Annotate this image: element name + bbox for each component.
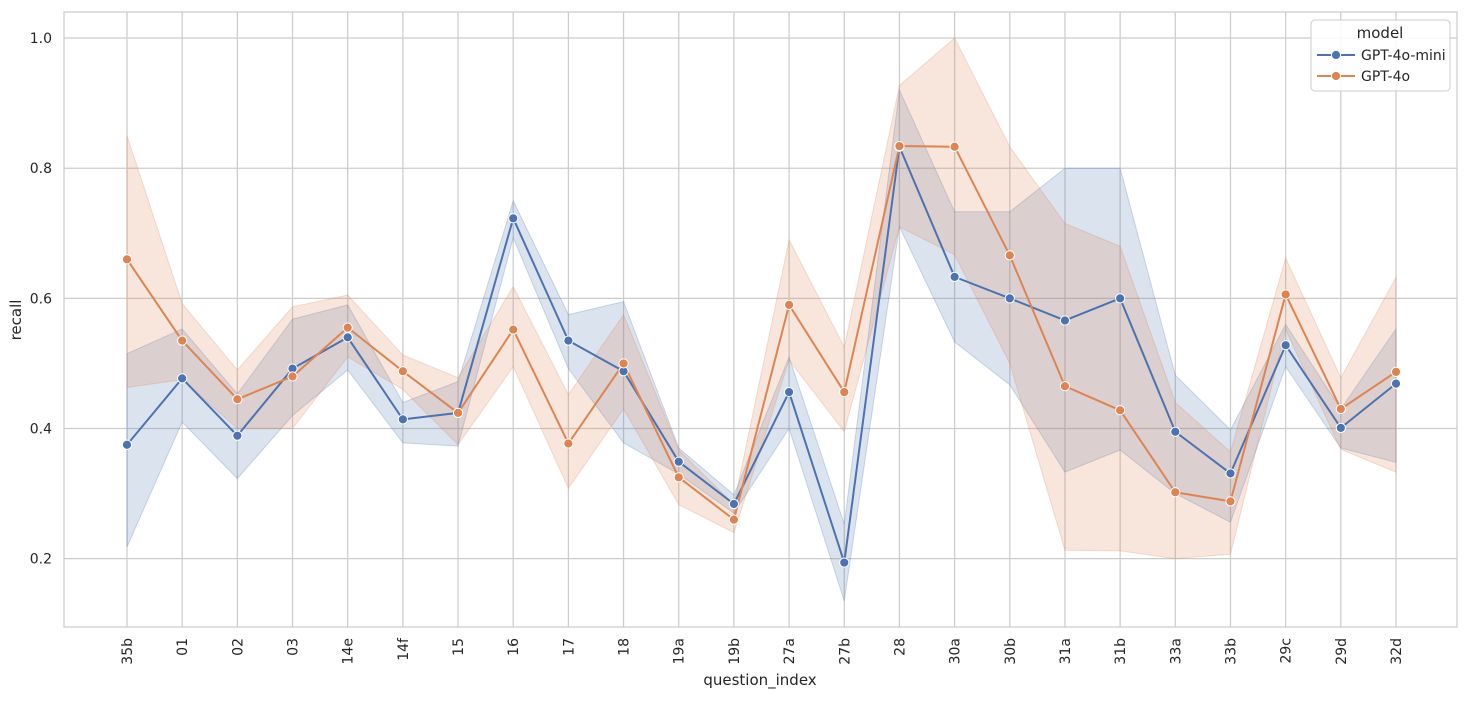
x-tick-label: 15 [451,638,467,656]
legend-items: GPT-4o-mini GPT-4o [1317,48,1446,85]
x-tick-label: 30b [1003,638,1019,665]
x-tick-label: 02 [230,638,246,656]
y-tick-labels: 0.2 0.4 0.6 0.8 1.0 [30,31,52,568]
data-point [177,335,188,346]
series-line [126,145,1397,521]
data-point [1170,487,1181,498]
data-point [949,141,960,152]
confidence-bands [126,37,1397,602]
data-point [1335,403,1346,415]
x-tick-label: 01 [175,638,191,656]
x-tick-label: 29d [1334,638,1350,665]
legend-marker [1330,70,1342,82]
data-point [1004,250,1015,261]
data-point [1004,293,1015,304]
y-tick-label: 0.2 [30,552,52,568]
data-point [1225,468,1236,479]
data-point [894,140,905,152]
data-point [121,254,133,265]
x-tick-label: 32d [1389,638,1405,665]
x-tick-label: 27b [837,638,853,665]
data-point [342,332,353,343]
data-point [508,213,519,224]
data-point [232,394,243,405]
data-point [287,371,298,382]
y-axis-label: recall [7,300,25,341]
x-tick-label: 31b [1113,638,1129,665]
data-point [949,271,960,282]
x-axis-label: question_index [703,671,816,690]
data-point [783,386,795,398]
legend-label: GPT-4o-mini [1361,48,1446,64]
confidence-band [126,37,1397,560]
series-lines [126,145,1397,564]
x-tick-label: 33a [1168,638,1184,664]
data-point [1390,378,1402,389]
data-point [563,335,574,346]
x-tick-label: 29c [1279,638,1295,664]
data-point [1059,315,1071,326]
data-point [839,557,850,568]
x-tick-label: 16 [506,638,522,656]
x-tick-label: 14e [341,638,357,664]
legend-marker [1330,49,1342,61]
y-tick-label: 0.4 [30,422,52,438]
x-tick-label: 27a [782,638,798,664]
data-point [177,373,188,384]
data-point [783,299,795,310]
legend-label: GPT-4o [1361,69,1410,85]
legend-box [1310,19,1451,92]
x-tick-label: 35b [120,638,136,665]
data-point [1280,340,1291,351]
x-tick-label: 03 [286,638,302,656]
data-point [728,514,740,525]
data-point [342,322,353,333]
data-point [1115,405,1126,416]
series-points [121,140,1402,568]
data-point [673,456,684,467]
grid [64,12,1457,627]
data-point [1335,422,1346,433]
data-point [452,407,464,418]
data-point [1115,293,1126,304]
x-tick-label: 19a [672,638,688,664]
x-tick-label: 28 [892,638,908,656]
data-point [397,414,408,425]
y-tick-label: 0.8 [30,161,52,177]
legend-title: model [1357,24,1404,42]
x-tick-label: 18 [617,638,633,656]
x-tick-label: 17 [561,638,577,656]
series-line [126,145,1397,564]
data-point [728,498,740,510]
y-tick-label: 0.6 [30,291,52,307]
data-point [397,366,408,377]
data-point [1280,289,1291,300]
x-tick-label: 30a [948,638,964,664]
x-tick-label: 31a [1058,638,1074,664]
data-point [618,358,629,369]
data-point [839,386,850,398]
data-point [1225,496,1236,507]
data-point [1390,366,1402,377]
x-tick-label: 19b [727,638,743,665]
data-point [673,472,684,483]
data-point [1059,381,1071,392]
x-tick-labels: 35b 01 02 03 14e 14f 15 16 17 18 19a 19b 27a 27b 28 30a… [120,637,1405,665]
y-tick-label: 1.0 [30,31,52,47]
data-point [1170,426,1181,437]
x-tick-label: 14f [396,637,412,661]
data-point [563,438,574,449]
legend: model GPT-4o-mini GPT-4o [1310,19,1451,92]
data-point [508,324,519,335]
data-point [232,430,243,441]
data-point [121,439,133,450]
confidence-band [126,88,1397,602]
x-tick-label: 33b [1223,638,1239,665]
plot-frame [63,11,1458,628]
